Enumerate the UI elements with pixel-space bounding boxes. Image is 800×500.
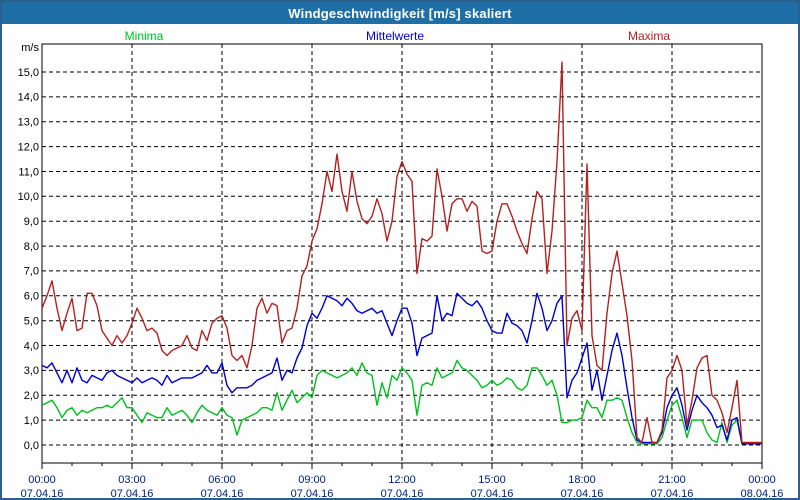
svg-text:5,0: 5,0: [24, 316, 39, 328]
svg-text:07.04.16: 07.04.16: [201, 488, 244, 500]
svg-text:0,0: 0,0: [24, 440, 39, 452]
legend-minima: Minima: [124, 29, 164, 43]
svg-text:06:00: 06:00: [208, 474, 236, 486]
svg-text:07.04.16: 07.04.16: [471, 488, 514, 500]
svg-text:15:00: 15:00: [478, 474, 506, 486]
window-title: Windgeschwindigkeit [m/s] skaliert: [288, 5, 512, 21]
svg-text:6,0: 6,0: [24, 291, 39, 303]
svg-text:21:00: 21:00: [658, 474, 686, 486]
svg-text:9,0: 9,0: [24, 216, 39, 228]
legend-maxima: Maxima: [627, 29, 671, 43]
svg-text:07.04.16: 07.04.16: [21, 488, 64, 500]
svg-text:10,0: 10,0: [18, 191, 39, 203]
svg-text:00:00: 00:00: [28, 474, 56, 486]
svg-text:07.04.16: 07.04.16: [561, 488, 604, 500]
legend-mittelwerte: Mittelwerte: [365, 29, 425, 43]
svg-text:03:00: 03:00: [118, 474, 146, 486]
svg-text:07.04.16: 07.04.16: [381, 488, 424, 500]
title-bar: Windgeschwindigkeit [m/s] skaliert: [2, 2, 798, 24]
svg-text:3,0: 3,0: [24, 365, 39, 377]
svg-text:8,0: 8,0: [24, 241, 39, 253]
svg-text:14,0: 14,0: [18, 92, 39, 104]
svg-text:18:00: 18:00: [568, 474, 596, 486]
svg-text:11,0: 11,0: [18, 166, 39, 178]
svg-text:4,0: 4,0: [24, 340, 39, 352]
svg-text:07.04.16: 07.04.16: [111, 488, 154, 500]
svg-text:2,0: 2,0: [24, 390, 39, 402]
svg-text:7,0: 7,0: [24, 266, 39, 278]
svg-text:07.04.16: 07.04.16: [291, 488, 334, 500]
svg-text:07.04.16: 07.04.16: [651, 488, 694, 500]
svg-text:12,0: 12,0: [18, 141, 39, 153]
svg-text:15,0: 15,0: [18, 67, 39, 79]
svg-text:1,0: 1,0: [24, 415, 39, 427]
svg-text:08.04.16: 08.04.16: [741, 488, 784, 500]
y-axis-unit-label: m/s: [21, 42, 39, 54]
svg-text:13,0: 13,0: [18, 117, 39, 129]
svg-text:12:00: 12:00: [388, 474, 416, 486]
svg-text:09:00: 09:00: [298, 474, 326, 486]
svg-text:00:00: 00:00: [748, 474, 776, 486]
